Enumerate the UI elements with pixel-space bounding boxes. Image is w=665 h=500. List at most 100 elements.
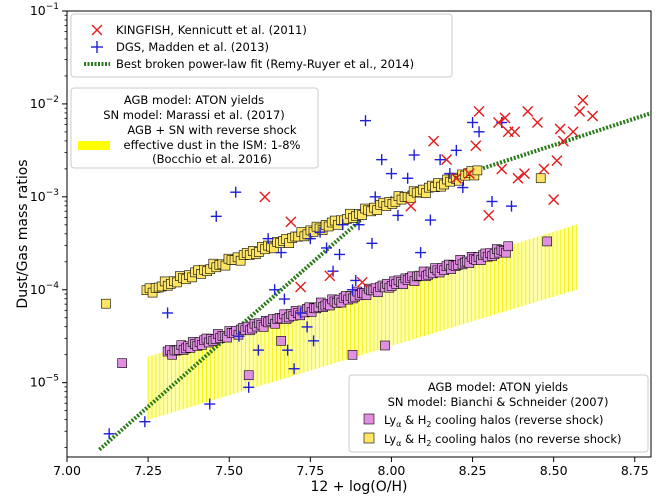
dgs-point bbox=[366, 237, 378, 249]
kingfish-point bbox=[518, 168, 530, 180]
y-tick-label: 10−4 bbox=[30, 281, 59, 297]
kingfish-point bbox=[548, 194, 560, 206]
dgs-point bbox=[282, 344, 294, 356]
dgs-point bbox=[486, 195, 498, 207]
legend-no-reverse-shock-label: Lyα & H2 cooling halos (no reverse shock… bbox=[384, 432, 622, 448]
reverse-shock-point bbox=[243, 370, 254, 381]
dgs-point bbox=[402, 172, 414, 184]
dgs-point bbox=[327, 265, 339, 277]
dgs-point bbox=[295, 307, 307, 319]
kingfish-point-b bbox=[499, 112, 511, 124]
reverse-shock-point bbox=[347, 349, 358, 360]
kingfish-point bbox=[324, 270, 336, 282]
legend-bottom: AGB model: ATON yields SN model: Bianchi… bbox=[348, 374, 649, 453]
kingfish-point bbox=[493, 117, 505, 128]
dgs-point bbox=[334, 248, 346, 260]
dgs-point bbox=[359, 115, 371, 127]
legend-middle-title-2: SN model: Marassi et al. (2017) bbox=[103, 108, 285, 122]
legend-middle: AGB model: ATON yields SN model: Marassi… bbox=[70, 87, 319, 169]
kingfish-point-b bbox=[473, 105, 485, 117]
dgs-point bbox=[473, 126, 485, 138]
kingfish-point-b bbox=[531, 117, 543, 128]
kingfish-point-b bbox=[441, 154, 453, 166]
x-tick-label: 8.00 bbox=[378, 463, 406, 478]
dgs-point bbox=[269, 284, 281, 296]
kingfish-point bbox=[512, 172, 524, 184]
kingfish-point-b bbox=[551, 155, 563, 167]
dgs-point bbox=[369, 191, 381, 203]
kingfish-point bbox=[496, 163, 508, 175]
dgs-point bbox=[444, 168, 456, 180]
reverse-shock-point bbox=[542, 236, 552, 247]
kingfish-point-b bbox=[324, 270, 336, 282]
legend-reverse-shock-label: Lyα & H2 cooling halos (reverse shock) bbox=[384, 413, 604, 429]
dgs-point bbox=[262, 233, 274, 245]
kingfish-point bbox=[557, 135, 569, 147]
no-reverse-shock-point bbox=[101, 298, 111, 309]
kingfish-point bbox=[567, 126, 579, 138]
kingfish-point bbox=[441, 154, 453, 166]
kingfish-point-b bbox=[428, 135, 440, 147]
dgs-point bbox=[278, 293, 290, 305]
kingfish-point-b bbox=[577, 94, 589, 106]
kingfish-point bbox=[356, 276, 368, 288]
dgs-point bbox=[434, 154, 446, 166]
kingfish-point-b bbox=[522, 105, 534, 117]
dgs-point bbox=[415, 247, 427, 259]
reverse-shock-legend-marker bbox=[363, 413, 375, 425]
dgs-point bbox=[457, 182, 469, 194]
legend-middle-title-1: AGB model: ATON yields bbox=[124, 93, 264, 107]
dgs-point bbox=[337, 219, 349, 231]
dgs-legend-marker bbox=[91, 41, 103, 53]
dgs-point bbox=[376, 154, 388, 166]
legend-bottom-title-2: SN model: Bianchi & Schneider (2007) bbox=[388, 395, 609, 409]
legend-kingfish-label: KINGFISH, Kennicutt et al. (2011) bbox=[116, 23, 307, 37]
kingfish-point-b bbox=[496, 163, 508, 175]
dgs-point bbox=[467, 117, 479, 128]
kingfish-point-b bbox=[518, 168, 530, 180]
kingfish-point-b bbox=[463, 168, 475, 180]
kingfish-point-b bbox=[574, 105, 586, 117]
kingfish-point bbox=[470, 140, 482, 152]
dgs-point bbox=[301, 321, 313, 333]
kingfish-point bbox=[509, 126, 521, 138]
kingfish-point-b bbox=[567, 126, 579, 138]
dgs-point bbox=[243, 381, 255, 393]
x-tick-label: 8.25 bbox=[459, 463, 487, 478]
kingfish-point bbox=[587, 110, 599, 122]
x-tick-label: 7.50 bbox=[215, 463, 243, 478]
dgs-point bbox=[392, 209, 404, 221]
x-tick-label: 7.00 bbox=[53, 463, 81, 478]
kingfish-point-b bbox=[356, 276, 368, 288]
no-reverse-shock-legend-marker bbox=[363, 432, 375, 444]
reverse-shock-point bbox=[380, 340, 390, 351]
x-tick-label: 7.75 bbox=[296, 463, 324, 478]
kingfish-point-b bbox=[512, 172, 524, 184]
kingfish-point-b bbox=[470, 140, 482, 152]
dgs-point bbox=[230, 186, 242, 198]
kingfish-point bbox=[473, 105, 485, 117]
legend-bottom-frame bbox=[348, 374, 649, 453]
band-legend-swatch bbox=[78, 141, 110, 150]
kingfish-point-b bbox=[285, 216, 297, 228]
legend-fit-label: Best broken power-law fit (Remy-Ruyer et… bbox=[116, 57, 414, 71]
kingfish-point-b bbox=[557, 135, 569, 147]
dgs-point bbox=[450, 144, 462, 156]
legend-middle-frame bbox=[70, 87, 319, 169]
dgs-point bbox=[308, 335, 320, 347]
dgs-point bbox=[347, 284, 359, 296]
kingfish-point bbox=[463, 168, 475, 180]
kingfish-point bbox=[531, 117, 543, 128]
y-tick-label: 10−1 bbox=[30, 2, 59, 18]
legend-dgs-label: DGS, Madden et al. (2013) bbox=[116, 40, 269, 54]
kingfish-point-b bbox=[450, 172, 462, 184]
y-tick-label: 10−5 bbox=[30, 374, 59, 390]
dgs-point bbox=[385, 168, 397, 180]
kingfish-point-b bbox=[548, 194, 560, 206]
kingfish-legend-marker bbox=[91, 24, 103, 36]
x-axis-title: 12 + log(O/H) bbox=[311, 479, 408, 495]
kingfish-point-b bbox=[295, 281, 307, 293]
kingfish-point bbox=[428, 135, 440, 147]
kingfish-point-b bbox=[405, 200, 417, 212]
